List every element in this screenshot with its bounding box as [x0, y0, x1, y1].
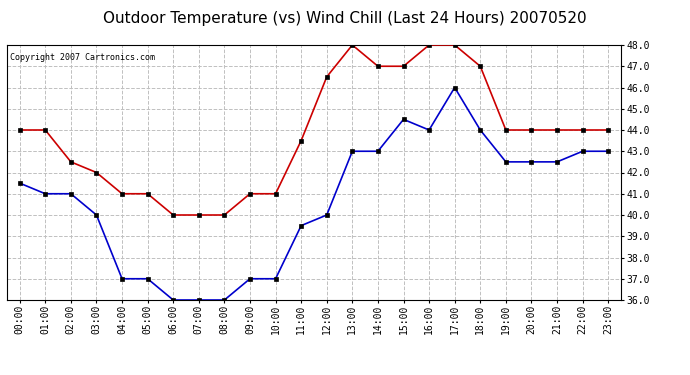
- Text: Copyright 2007 Cartronics.com: Copyright 2007 Cartronics.com: [10, 53, 155, 62]
- Text: Outdoor Temperature (vs) Wind Chill (Last 24 Hours) 20070520: Outdoor Temperature (vs) Wind Chill (Las…: [104, 11, 586, 26]
